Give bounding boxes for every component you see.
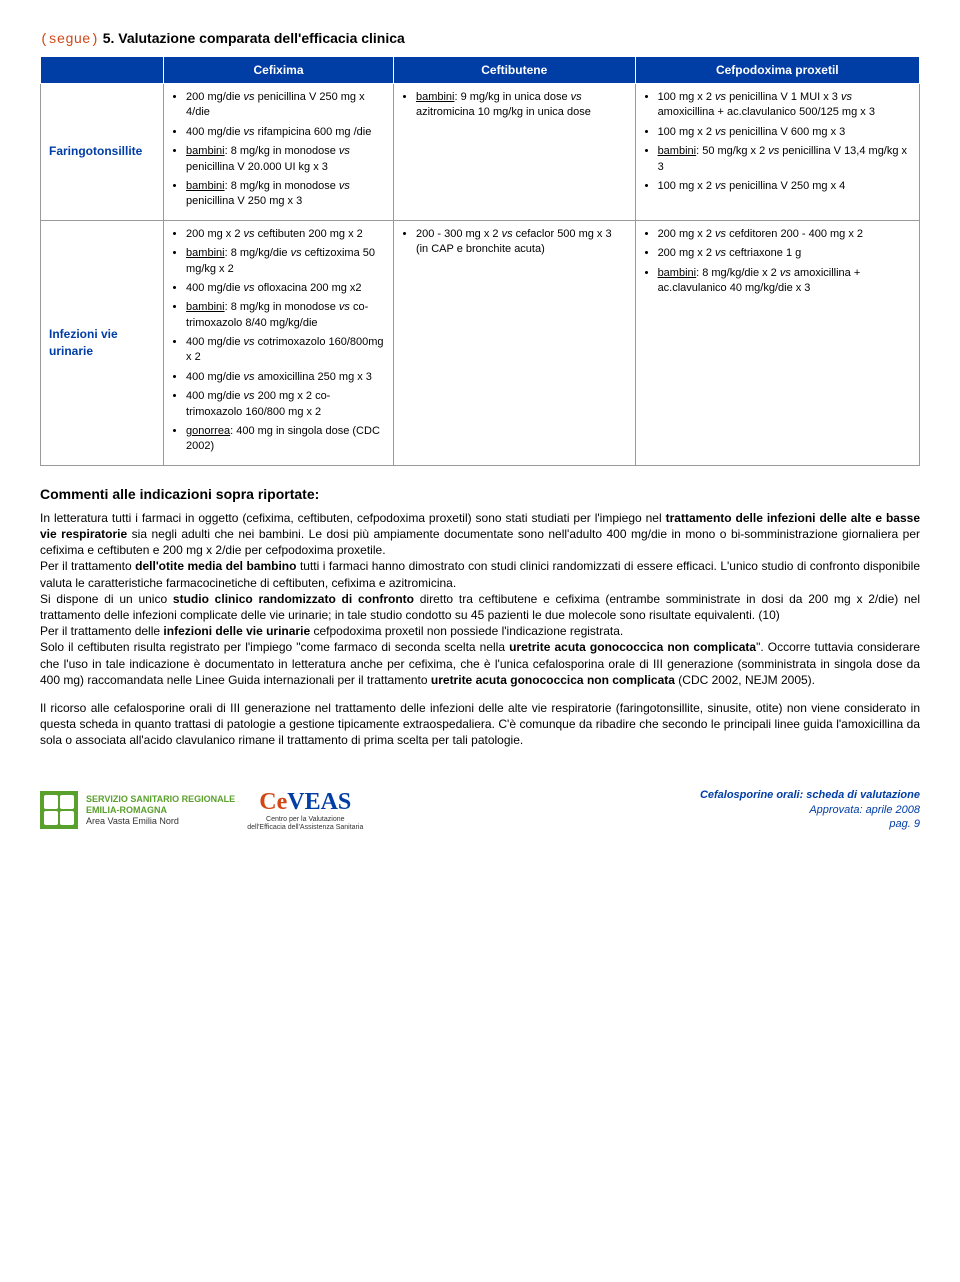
comments-body: In letteratura tutti i farmaci in oggett…	[40, 510, 920, 749]
footer-page: pag. 9	[700, 817, 920, 831]
row-label: Infezioni vie urinarie	[41, 220, 164, 465]
ceveas-logo: CeVEAS Centro per la Valutazione dell'Ef…	[247, 789, 363, 831]
list-item: 100 mg x 2 vs penicillina V 600 mg x 3	[658, 125, 911, 140]
table-body: Faringotonsillite 200 mg/die vs penicilli…	[41, 84, 920, 466]
list-item: bambini: 8 mg/kg in monodose vs co-trimo…	[186, 300, 385, 331]
footer-title: Cefalosporine orali: scheda di valutazio…	[700, 788, 920, 802]
comparison-table: Cefixima Ceftibutene Cefpodoxima proxeti…	[40, 56, 920, 466]
table-row: Infezioni vie urinarie200 mg x 2 vs ceft…	[41, 220, 920, 465]
comment-paragraph: In letteratura tutti i farmaci in oggett…	[40, 510, 920, 688]
cell-ceftibutene: 200 - 300 mg x 2 vs cefaclor 500 mg x 3 …	[393, 220, 635, 465]
list-item: 100 mg x 2 vs penicillina V 250 mg x 4	[658, 179, 911, 194]
comment-paragraph: Il ricorso alle cefalosporine orali di I…	[40, 700, 920, 749]
comments-heading: Commenti alle indicazioni sopra riportat…	[40, 486, 920, 502]
ceveas-name: CeVEAS	[247, 789, 363, 816]
section-title: (segue) 5. Valutazione comparata dell'ef…	[40, 30, 920, 48]
col-ceftibutene: Ceftibutene	[393, 57, 635, 84]
list-item: 100 mg x 2 vs penicillina V 1 MUI x 3 vs…	[658, 90, 911, 121]
list-item: 200 - 300 mg x 2 vs cefaclor 500 mg x 3 …	[416, 227, 627, 258]
cell-cefpodoxima: 200 mg x 2 vs cefditoren 200 - 400 mg x …	[635, 220, 919, 465]
ssr-line1: SERVIZIO SANITARIO REGIONALE	[86, 794, 235, 805]
ssr-line2: EMILIA-ROMAGNA	[86, 805, 235, 816]
footer-left: SERVIZIO SANITARIO REGIONALE EMILIA-ROMA…	[40, 789, 363, 831]
cell-cefpodoxima: 100 mg x 2 vs penicillina V 1 MUI x 3 vs…	[635, 84, 919, 221]
footer-right: Cefalosporine orali: scheda di valutazio…	[700, 788, 920, 831]
list-item: bambini: 8 mg/kg/die vs ceftizoxima 50 m…	[186, 246, 385, 277]
ceveas-sub1: Centro per la Valutazione	[247, 816, 363, 824]
ssr-text: SERVIZIO SANITARIO REGIONALE EMILIA-ROMA…	[86, 794, 235, 826]
list-item: bambini: 8 mg/kg in monodose vs penicill…	[186, 179, 385, 210]
col-cefpodoxima: Cefpodoxima proxetil	[635, 57, 919, 84]
list-item: 400 mg/die vs ofloxacina 200 mg x2	[186, 281, 385, 296]
title-text: 5. Valutazione comparata dell'efficacia …	[103, 30, 405, 46]
row-label: Faringotonsillite	[41, 84, 164, 221]
col-empty	[41, 57, 164, 84]
ceveas-sub2: dell'Efficacia dell'Assistenza Sanitaria	[247, 824, 363, 832]
segue-label: (segue)	[40, 32, 99, 48]
list-item: 200 mg/die vs penicillina V 250 mg x 4/d…	[186, 90, 385, 121]
list-item: 400 mg/die vs 200 mg x 2 co-trimoxazolo …	[186, 389, 385, 420]
list-item: bambini: 50 mg/kg x 2 vs penicillina V 1…	[658, 144, 911, 175]
page-footer: SERVIZIO SANITARIO REGIONALE EMILIA-ROMA…	[40, 788, 920, 831]
list-item: 200 mg x 2 vs cefditoren 200 - 400 mg x …	[658, 227, 911, 242]
cell-ceftibutene: bambini: 9 mg/kg in unica dose vs azitro…	[393, 84, 635, 221]
ssr-line3: Area Vasta Emilia Nord	[86, 816, 235, 827]
footer-approved: Approvata: aprile 2008	[700, 803, 920, 817]
list-item: bambini: 8 mg/kg in monodose vs penicill…	[186, 144, 385, 175]
ssr-logo: SERVIZIO SANITARIO REGIONALE EMILIA-ROMA…	[40, 791, 235, 829]
cell-cefixima: 200 mg/die vs penicillina V 250 mg x 4/d…	[164, 84, 394, 221]
list-item: 400 mg/die vs amoxicillina 250 mg x 3	[186, 370, 385, 385]
list-item: 200 mg x 2 vs ceftibuten 200 mg x 2	[186, 227, 385, 242]
col-cefixima: Cefixima	[164, 57, 394, 84]
list-item: 400 mg/die vs cotrimoxazolo 160/800mg x …	[186, 335, 385, 366]
list-item: bambini: 8 mg/kg/die x 2 vs amoxicillina…	[658, 266, 911, 297]
list-item: 200 mg x 2 vs ceftriaxone 1 g	[658, 246, 911, 261]
table-row: Faringotonsillite 200 mg/die vs penicilli…	[41, 84, 920, 221]
cell-cefixima: 200 mg x 2 vs ceftibuten 200 mg x 2 bambi…	[164, 220, 394, 465]
ssr-icon	[40, 791, 78, 829]
list-item: gonorrea: 400 mg in singola dose (CDC 20…	[186, 424, 385, 455]
list-item: bambini: 9 mg/kg in unica dose vs azitro…	[416, 90, 627, 121]
list-item: 400 mg/die vs rifampicina 600 mg /die	[186, 125, 385, 140]
